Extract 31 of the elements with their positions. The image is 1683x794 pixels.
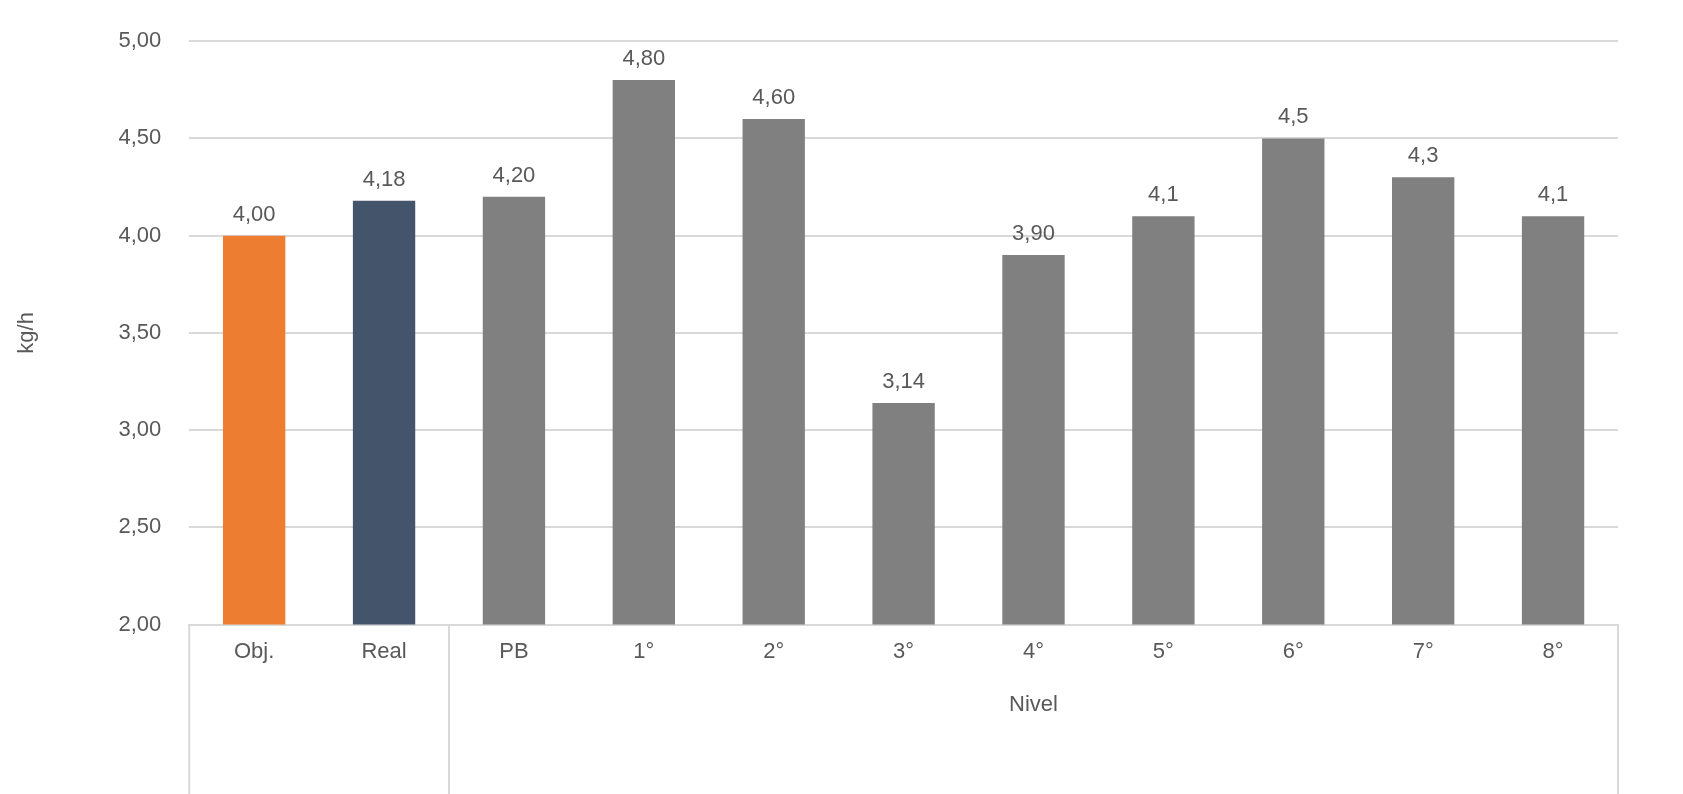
- x-tick-label: 8°: [1542, 637, 1564, 663]
- data-label: 4,5: [1277, 103, 1309, 129]
- y-tick-label: 5,00: [118, 27, 162, 53]
- y-tick-label: 3,50: [118, 318, 162, 344]
- y-tick-label: 3,00: [118, 416, 162, 442]
- x-tick-label: 5°: [1152, 637, 1174, 663]
- x-tick-label: Obj.: [233, 637, 275, 663]
- data-label: 4,18: [362, 165, 406, 191]
- y-tick-label: 2,00: [118, 610, 162, 636]
- data-label: 4,00: [232, 200, 276, 226]
- y-tick-label: 2,50: [118, 513, 162, 539]
- x-axis-title: Nivel: [1009, 690, 1058, 716]
- data-label: 4,1: [1148, 181, 1179, 207]
- data-label: 4,3: [1407, 142, 1439, 168]
- x-tick-label: 2°: [763, 637, 785, 663]
- x-tick-label: 3°: [893, 637, 915, 663]
- data-label: 3,90: [1012, 220, 1055, 246]
- x-tick-label: Real: [361, 637, 407, 663]
- x-tick-label: 4°: [1022, 637, 1045, 663]
- y-axis-title: kg/h: [13, 312, 39, 354]
- x-tick-label: 7°: [1412, 637, 1434, 663]
- x-tick-label: 1°: [633, 637, 655, 663]
- y-tick-label: 4,50: [118, 124, 162, 150]
- x-tick-label: 6°: [1282, 637, 1304, 663]
- y-tick-label: 4,00: [118, 221, 162, 247]
- x-tick-label: PB: [499, 637, 529, 663]
- data-label: 4,80: [622, 45, 666, 71]
- data-label: 3,14: [882, 367, 926, 393]
- data-label: 4,20: [492, 161, 536, 187]
- data-label: 4,1: [1537, 181, 1569, 207]
- data-label: 4,60: [752, 84, 796, 110]
